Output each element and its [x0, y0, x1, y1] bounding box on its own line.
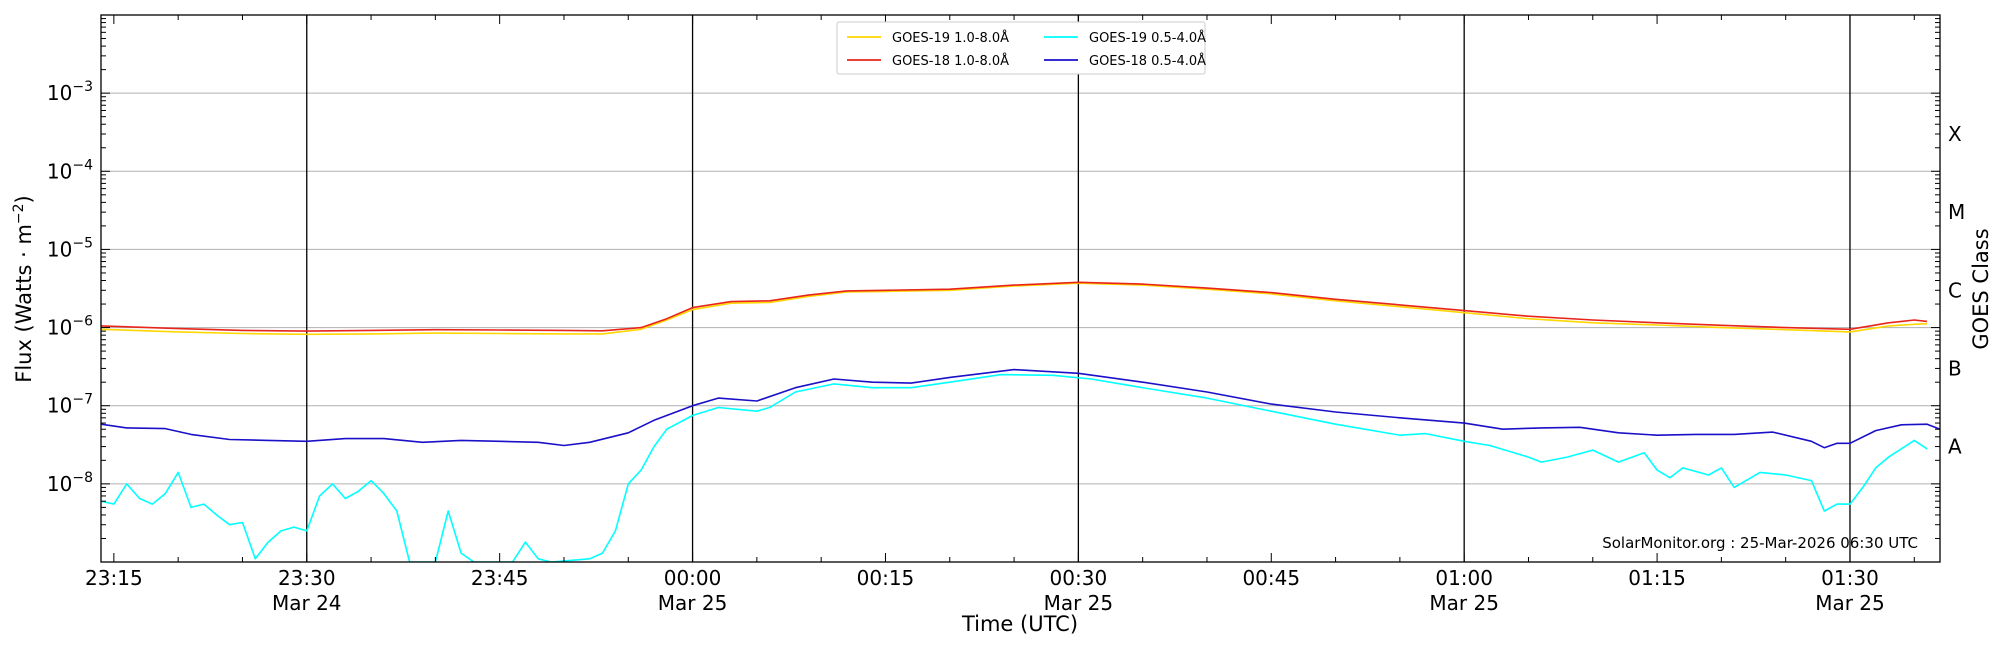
x-tick-label: 01:00 — [1435, 566, 1493, 590]
y-tick-label: 10−4 — [47, 157, 93, 183]
x-tick-label: 00:15 — [857, 566, 915, 590]
goes-class-label: A — [1948, 435, 1962, 459]
y-tick-label: 10−7 — [47, 392, 93, 418]
goes-class-label: M — [1948, 200, 1965, 224]
plot-frame — [100, 14, 1941, 563]
legend: GOES-19 1.0-8.0Å GOES-18 1.0-8.0Å GOES-19 … — [836, 21, 1206, 75]
legend-box — [836, 21, 1206, 75]
credit-text: SolarMonitor.org : 25-Mar-2026 06:30 UTC — [1602, 534, 1918, 552]
x-tick-date-label: Mar 24 — [272, 591, 342, 615]
x-tick-label: 00:45 — [1242, 566, 1300, 590]
goes-class-label: B — [1948, 356, 1962, 380]
series-line-goes-18-0-5-4-0 — [101, 368, 1940, 449]
grid-lines — [101, 92, 1940, 563]
x-tick-label: 23:30 — [278, 566, 336, 590]
y-tick-label: 10−5 — [47, 235, 93, 261]
x-tick-label: 23:45 — [471, 566, 529, 590]
x-tick-date-label: Mar 25 — [1815, 591, 1885, 615]
axis-ticks — [101, 15, 1940, 563]
series-line-goes-18-1-0-8-0 — [101, 281, 1928, 332]
y-tick-label: 10−6 — [47, 314, 93, 340]
x-tick-date-label: Mar 25 — [1429, 591, 1499, 615]
y-tick-label: 10−3 — [47, 79, 93, 105]
series-line-goes-19-1-0-8-0 — [101, 282, 1928, 336]
x-tick-label: 23:15 — [85, 566, 143, 590]
x-tick-date-label: Mar 25 — [658, 591, 728, 615]
goes-class-label: X — [1948, 122, 1962, 146]
series-lines — [101, 281, 1940, 562]
y-tick-label: 10−8 — [47, 470, 93, 496]
x-tick-label: 01:30 — [1821, 566, 1879, 590]
legend-label: GOES-19 0.5-4.0Å — [1089, 30, 1206, 46]
goes-class-label: C — [1948, 278, 1962, 302]
day-boundary-lines — [306, 15, 1851, 562]
x-tick-date-label: Mar 25 — [1044, 591, 1114, 615]
x-tick-label: 01:15 — [1628, 566, 1686, 590]
x-axis-label: Time (UTC) — [961, 612, 1078, 636]
series-line-goes-19-0-5-4-0 — [101, 373, 1928, 562]
legend-label: GOES-18 0.5-4.0Å — [1089, 53, 1206, 69]
y2-axis-label: GOES Class — [1969, 228, 1993, 349]
x-tick-label: 00:00 — [664, 566, 722, 590]
x-tick-label: 00:30 — [1050, 566, 1108, 590]
y-axis-label: Flux (Watts · m−2) — [11, 195, 36, 383]
legend-label: GOES-19 1.0-8.0Å — [892, 30, 1009, 46]
legend-label: GOES-18 1.0-8.0Å — [892, 53, 1009, 69]
y-axis-tick-labels: 10−8 10−7 10−6 10−5 10−4 10−3 — [47, 79, 93, 496]
goes-class-labels: A B C M X — [1948, 122, 1965, 459]
